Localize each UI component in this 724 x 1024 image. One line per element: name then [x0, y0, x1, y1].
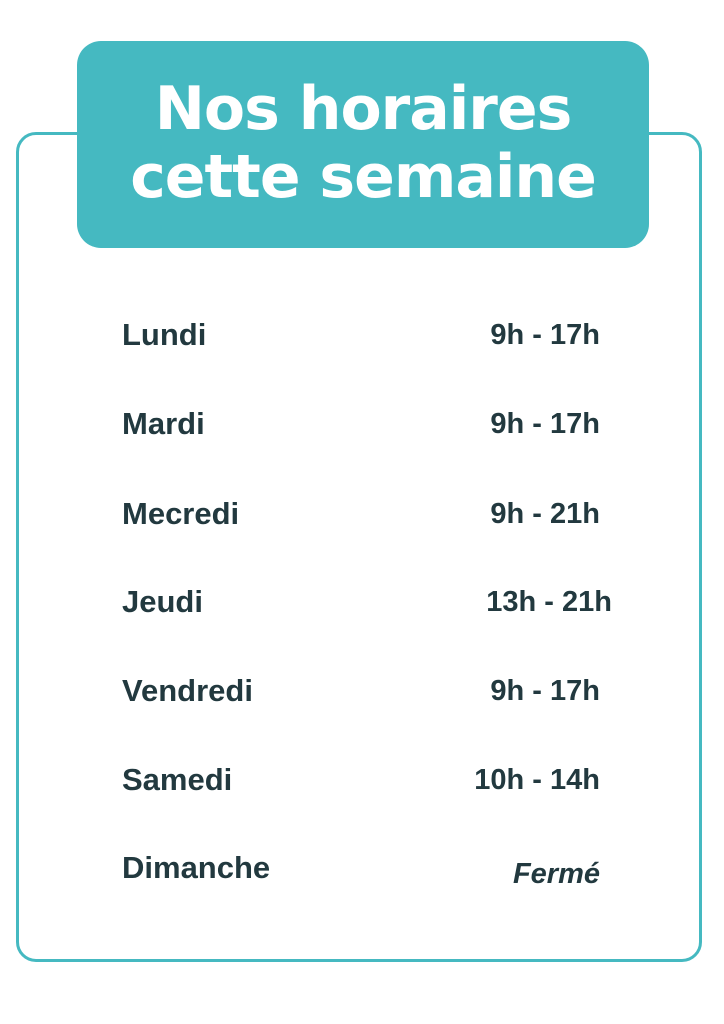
schedule-row-samedi: Samedi 10h - 14h — [122, 760, 612, 800]
schedule-row-mardi: Mardi 9h - 17h — [122, 404, 612, 444]
day-label: Dimanche — [122, 850, 271, 885]
day-label: Lundi — [122, 317, 207, 352]
schedule-row-mecredi: Mecredi 9h - 21h — [122, 494, 612, 534]
hours-value: 9h - 17h — [490, 408, 600, 440]
schedule-row-dimanche: Dimanche Fermé — [122, 848, 612, 890]
schedule-row-lundi: Lundi 9h - 17h — [122, 315, 612, 355]
day-label: Samedi — [122, 762, 233, 797]
schedule-row-jeudi: Jeudi 13h - 21h — [122, 582, 612, 622]
hours-value-closed: Fermé — [512, 858, 600, 890]
hours-value: 9h - 21h — [490, 498, 600, 530]
schedule-row-vendredi: Vendredi 9h - 17h — [122, 671, 612, 711]
day-label: Mardi — [122, 406, 205, 441]
title-line-1: Nos horaires — [154, 73, 573, 144]
title-banner: Nos horaires cette semaine — [77, 41, 649, 248]
hours-value: 9h - 17h — [490, 319, 600, 351]
day-label: Jeudi — [122, 584, 203, 619]
hours-value: 9h - 17h — [490, 675, 600, 707]
schedule-card — [16, 132, 702, 962]
hours-value: 13h - 21h — [486, 586, 612, 618]
title-line-2: cette semaine — [130, 141, 597, 212]
hours-value: 10h - 14h — [474, 764, 600, 796]
day-label: Vendredi — [122, 673, 253, 708]
day-label: Mecredi — [122, 496, 240, 531]
